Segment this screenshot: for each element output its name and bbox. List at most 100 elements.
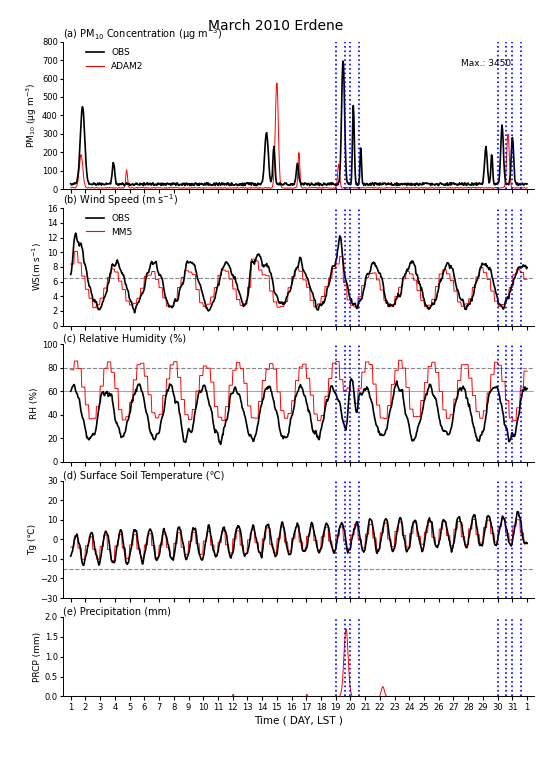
MM5	[396, 282, 403, 291]
OBS	[133, 304, 139, 313]
ADAM2	[524, 183, 531, 192]
OBS	[262, 136, 269, 145]
MM5	[132, 530, 138, 539]
OBS	[407, 258, 414, 267]
OBS	[69, 256, 76, 265]
OBS	[524, 179, 531, 188]
Y-axis label: Tg (℃): Tg (℃)	[29, 524, 37, 555]
Y-axis label: PM$_{10}$ (μg m$^{-3}$): PM$_{10}$ (μg m$^{-3}$)	[25, 83, 39, 148]
OBS	[263, 259, 270, 268]
MM5	[407, 269, 414, 279]
MM5	[263, 271, 270, 280]
OBS	[132, 525, 138, 534]
OBS	[524, 539, 531, 548]
OBS	[407, 429, 414, 438]
OBS	[67, 387, 74, 396]
OBS	[67, 552, 74, 561]
MM5	[67, 365, 74, 374]
MM5	[67, 260, 74, 269]
Line: MM5: MM5	[71, 360, 527, 421]
MM5	[133, 299, 139, 308]
OBS	[131, 390, 138, 399]
MM5	[69, 543, 76, 552]
OBS	[407, 179, 414, 188]
Line: MM5: MM5	[71, 518, 527, 560]
OBS	[279, 180, 286, 189]
OBS	[524, 384, 531, 393]
MM5	[263, 523, 269, 532]
OBS	[80, 561, 87, 570]
OBS	[396, 518, 402, 527]
OBS	[514, 507, 521, 516]
ADAM2	[256, 184, 263, 193]
Text: (c) Relative Humidity (%): (c) Relative Humidity (%)	[63, 335, 186, 344]
Legend: OBS, ADAM2: OBS, ADAM2	[82, 45, 147, 74]
Text: Max.: 3450: Max.: 3450	[461, 59, 511, 68]
ADAM2	[131, 184, 138, 193]
MM5	[69, 365, 76, 374]
MM5	[279, 406, 286, 415]
MM5	[395, 366, 402, 375]
Text: (d) Surface Soil Temperature (℃): (d) Surface Soil Temperature (℃)	[63, 471, 225, 481]
OBS	[69, 382, 76, 391]
OBS	[371, 181, 377, 190]
Legend: OBS, MM5: OBS, MM5	[82, 210, 136, 240]
MM5	[262, 376, 269, 385]
Line: OBS: OBS	[71, 378, 527, 444]
MM5	[396, 518, 402, 527]
MM5	[108, 556, 115, 565]
OBS	[396, 386, 403, 395]
OBS	[131, 308, 138, 317]
OBS	[280, 300, 287, 309]
OBS	[67, 270, 74, 279]
OBS	[348, 374, 355, 383]
OBS	[131, 180, 138, 189]
Text: March 2010 Erdene: March 2010 Erdene	[208, 19, 343, 33]
Line: MM5: MM5	[71, 251, 527, 307]
OBS	[263, 384, 269, 393]
Text: (b) Wind Speed (m s$^{-1}$): (b) Wind Speed (m s$^{-1}$)	[63, 192, 179, 208]
MM5	[510, 416, 516, 425]
MM5	[524, 275, 531, 284]
OBS	[280, 522, 287, 531]
MM5	[280, 522, 287, 531]
MM5	[69, 260, 76, 269]
MM5	[280, 302, 287, 311]
MM5	[524, 366, 531, 375]
MM5	[524, 537, 531, 547]
MM5	[131, 375, 138, 385]
Y-axis label: PRCP (mm): PRCP (mm)	[33, 631, 42, 682]
MM5	[67, 543, 74, 552]
MM5	[407, 529, 413, 538]
ADAM2	[67, 183, 74, 192]
ADAM2	[396, 183, 403, 192]
Text: (a) PM$_{10}$ Concentration (μg m$^{-3}$): (a) PM$_{10}$ Concentration (μg m$^{-3}$…	[63, 26, 223, 42]
OBS	[396, 180, 403, 189]
MM5	[407, 405, 413, 414]
Text: (e) Precipitation (mm): (e) Precipitation (mm)	[63, 607, 171, 617]
ADAM2	[407, 183, 414, 192]
OBS	[280, 435, 287, 444]
Line: OBS: OBS	[71, 512, 527, 565]
ADAM2	[69, 183, 76, 192]
MM5	[396, 356, 402, 365]
Y-axis label: RH (%): RH (%)	[30, 388, 39, 419]
OBS	[396, 291, 403, 300]
OBS	[524, 263, 531, 272]
Line: OBS: OBS	[71, 233, 527, 313]
X-axis label: Time ( DAY, LST ): Time ( DAY, LST )	[255, 715, 343, 725]
MM5	[499, 513, 505, 522]
OBS	[407, 542, 413, 551]
OBS	[339, 57, 346, 66]
OBS	[217, 440, 224, 449]
OBS	[69, 179, 76, 188]
OBS	[263, 522, 269, 531]
MM5	[71, 247, 78, 256]
ADAM2	[274, 79, 280, 88]
MM5	[89, 303, 96, 312]
Line: OBS: OBS	[71, 61, 527, 185]
OBS	[67, 179, 74, 188]
ADAM2	[280, 183, 287, 192]
Line: ADAM2: ADAM2	[71, 83, 527, 188]
OBS	[69, 547, 76, 556]
